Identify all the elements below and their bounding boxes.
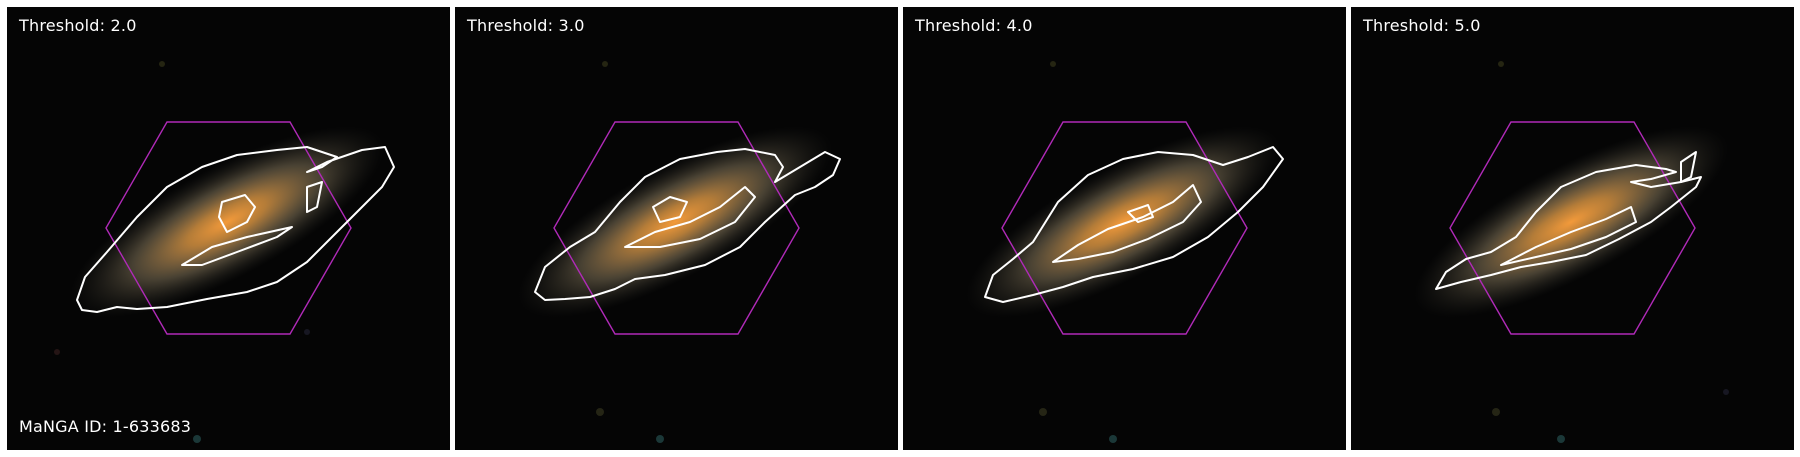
- galaxy-disk: [1414, 126, 1728, 318]
- contour-lines: [76, 146, 395, 313]
- contour-lines: [984, 146, 1284, 303]
- image-panel-2: Threshold: 3.0: [455, 7, 898, 450]
- image-panel-4: Threshold: 5.0: [1351, 7, 1794, 450]
- ifu-hexagon: [553, 121, 800, 335]
- contour-lines: [534, 148, 841, 301]
- ifu-hexagon: [1449, 121, 1696, 335]
- galaxy-image: [518, 61, 841, 443]
- threshold-label: Threshold: 2.0: [19, 16, 137, 35]
- threshold-label: Threshold: 4.0: [915, 16, 1033, 35]
- contour-lines: [1435, 151, 1702, 290]
- image-panel-3: Threshold: 4.0: [903, 7, 1346, 450]
- galaxy-image: [1414, 61, 1729, 443]
- threshold-label: Threshold: 5.0: [1363, 16, 1481, 35]
- ifu-hexagon: [1001, 121, 1248, 335]
- galaxy-image: [54, 61, 395, 443]
- threshold-label: Threshold: 3.0: [467, 16, 585, 35]
- manga-id-label: MaNGA ID: 1-633683: [19, 417, 192, 436]
- image-panel-1: Threshold: 2.0 MaNGA ID: 1-633683: [7, 7, 450, 450]
- ifu-hexagon: [105, 121, 352, 335]
- galaxy-disk: [518, 126, 832, 318]
- galaxy-disk: [70, 126, 384, 318]
- galaxy-disk: [966, 126, 1280, 318]
- galaxy-image: [966, 61, 1284, 443]
